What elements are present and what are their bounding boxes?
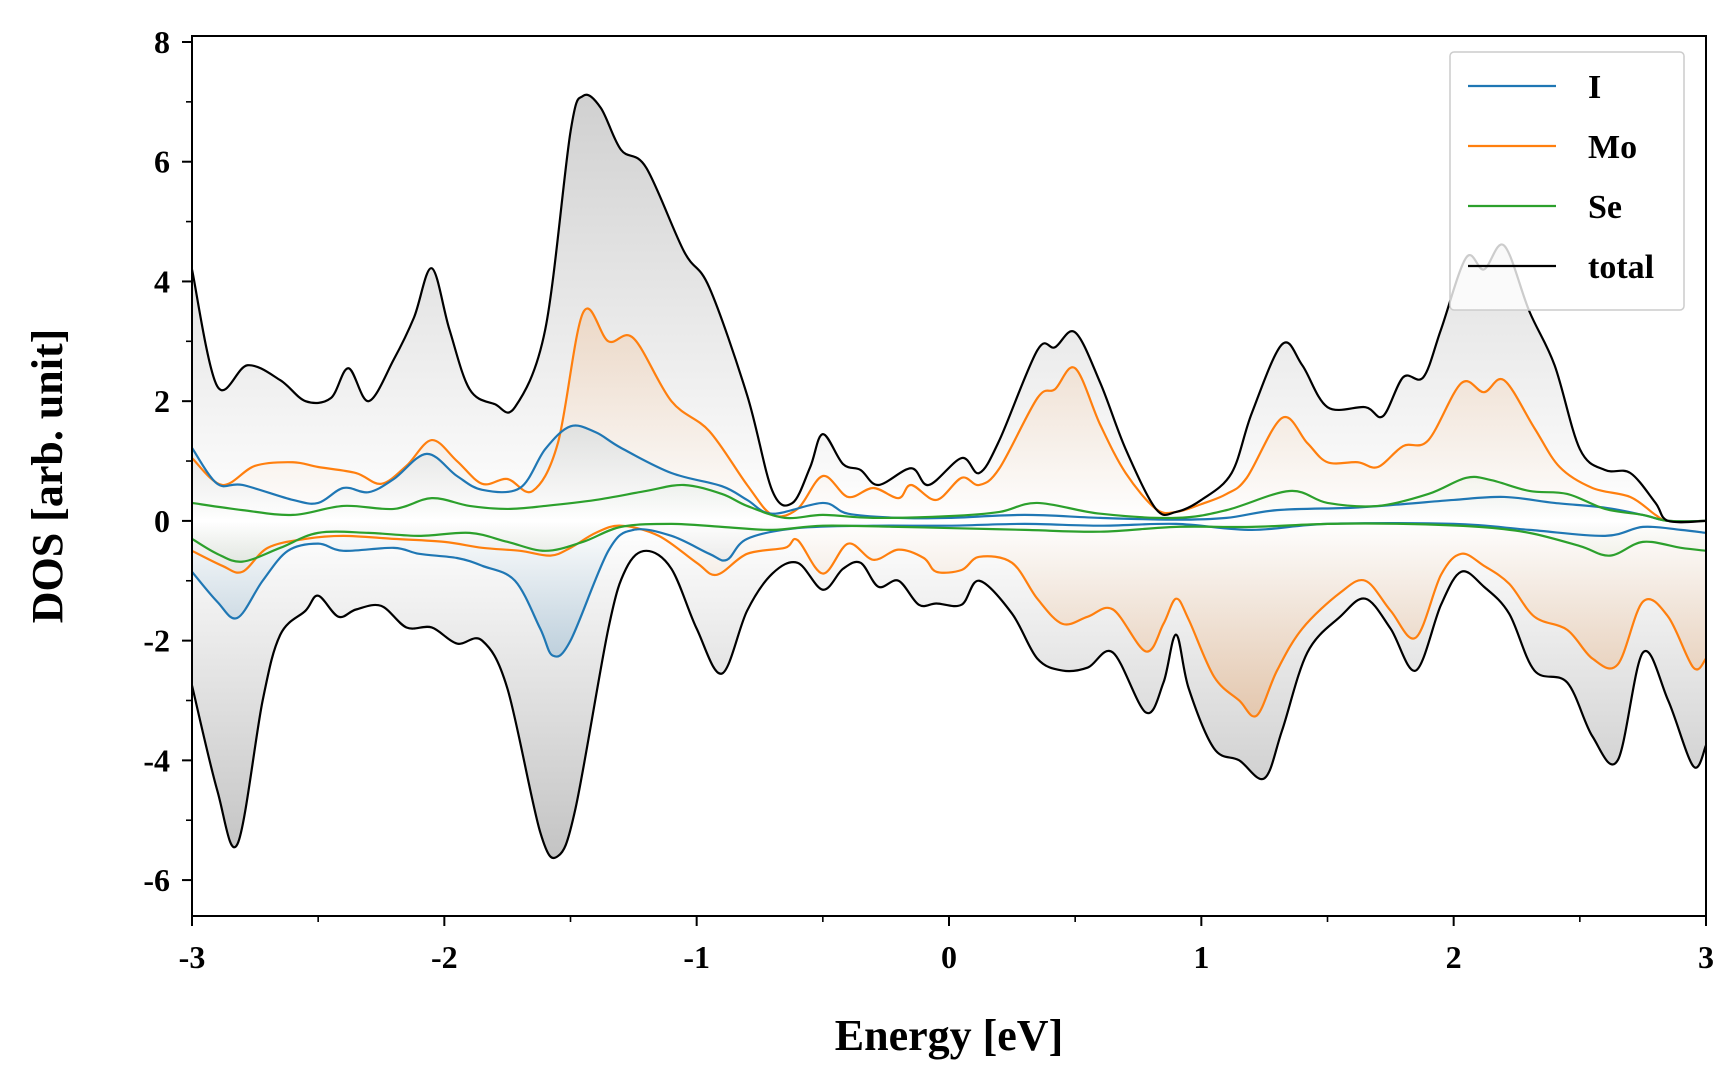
series-line-total-spin-up — [192, 93, 1706, 524]
y-tick-label: 6 — [154, 144, 170, 180]
legend-label-se: Se — [1588, 189, 1622, 226]
series-lines-layer — [192, 93, 1706, 860]
x-axis-label: Energy [eV] — [835, 1011, 1064, 1060]
series-line-mo-spin-up — [192, 307, 1706, 523]
series-line-total-spin-down — [192, 549, 1706, 860]
series-line-se-spin-up — [192, 475, 1706, 523]
x-tick-label: 1 — [1193, 939, 1209, 975]
fill-se-spin-up — [192, 476, 1706, 522]
y-tick-label: 8 — [154, 24, 170, 60]
y-tick-label: 4 — [154, 263, 170, 299]
x-tick-label: 2 — [1446, 939, 1462, 975]
x-tick-label: 3 — [1698, 939, 1714, 975]
legend: I Mo Se total — [1449, 51, 1685, 311]
legend-box — [1449, 51, 1685, 311]
fill-layer — [192, 94, 1706, 859]
x-tick-label: -1 — [683, 939, 710, 975]
x-tick-label: -2 — [431, 939, 458, 975]
series-line-mo-spin-down — [192, 524, 1706, 718]
fill-i-spin-down — [192, 520, 1706, 657]
legend-label-i: I — [1588, 69, 1601, 106]
y-tick-label: 2 — [154, 383, 170, 419]
y-tick-label: -2 — [143, 623, 170, 659]
fill-i-spin-up — [192, 425, 1706, 522]
fill-se-spin-down — [192, 520, 1706, 562]
fill-mo-spin-down — [192, 520, 1706, 717]
series-line-se-spin-down — [192, 522, 1706, 563]
x-tick-label: 0 — [941, 939, 957, 975]
legend-label-mo: Mo — [1588, 129, 1637, 166]
y-tick-label: 0 — [154, 503, 170, 539]
y-tick-label: -6 — [143, 862, 170, 898]
ticks-layer: -3 -2 -1 0 1 2 3 -6 -4 -2 0 2 4 6 8 — [143, 24, 1714, 975]
y-axis-label: DOS [arb. unit] — [23, 329, 72, 624]
x-tick-label: -3 — [179, 939, 206, 975]
legend-label-total: total — [1588, 249, 1654, 286]
y-tick-label: -4 — [143, 742, 170, 778]
